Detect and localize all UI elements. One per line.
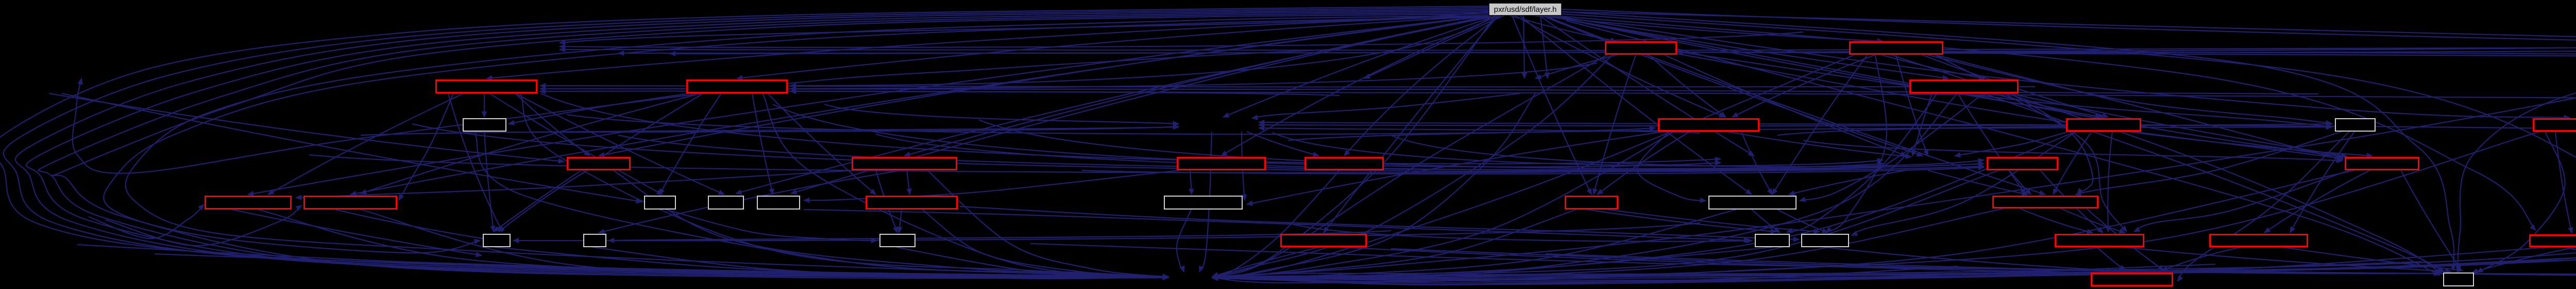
svg-text:pxr/usd/sdf/layer.h: pxr/usd/sdf/layer.h <box>1494 5 1557 14</box>
